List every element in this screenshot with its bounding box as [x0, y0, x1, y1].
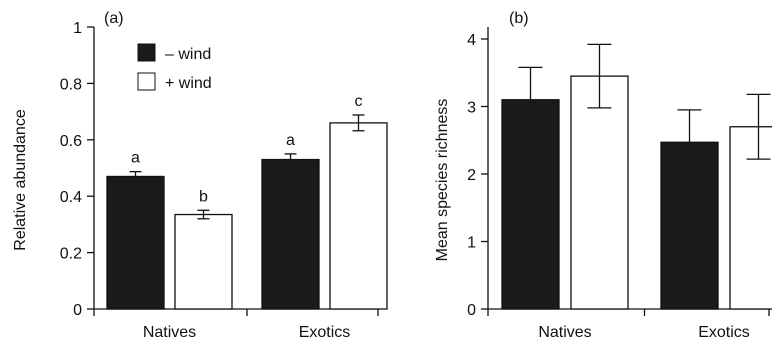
y-tick-label: 1 [73, 20, 82, 37]
y-tick-label: 0.6 [60, 133, 82, 150]
bar-minus-wind-exotics [660, 141, 719, 310]
y-tick-label: 2 [467, 167, 476, 184]
y-tick-label: 0 [73, 302, 82, 319]
x-tick-labels-a: Natives Exotics [143, 324, 350, 341]
y-tick-label: 4 [467, 32, 476, 49]
legend-swatch-plus-wind [137, 72, 156, 91]
y-tick-label: 3 [467, 100, 476, 117]
legend: – wind + wind [137, 43, 212, 92]
bar-plus-wind-exotics [729, 126, 772, 310]
bars-a [106, 122, 388, 310]
y-axis-title-a: Relative abundance [12, 109, 29, 251]
x-tick-label: Natives [538, 324, 591, 341]
legend-swatch-minus-wind [137, 43, 156, 62]
panel-label-b: (b) [509, 10, 529, 27]
panel-label-a: (a) [104, 10, 124, 27]
x-tick-label: Exotics [698, 324, 750, 341]
y-tick-label: 0 [467, 302, 476, 319]
y-tick-label: 1 [467, 235, 476, 252]
bar-minus-wind-exotics [261, 158, 320, 310]
legend-label-minus-wind: – wind [165, 46, 211, 63]
y-tick-label: 0.2 [60, 246, 82, 263]
y-tick-label: 0.4 [60, 189, 82, 206]
significance-letter: a [131, 150, 140, 167]
error-bars-a [129, 114, 365, 220]
panel-b: (b) Mean species richness Natives Exotics… [434, 10, 772, 341]
bar-minus-wind-natives [106, 175, 165, 310]
y-tick-labels-b: 0 1 2 3 4 [467, 32, 476, 319]
legend-label-plus-wind: + wind [165, 75, 212, 92]
x-tick-labels-b: Natives Exotics [538, 324, 749, 341]
y-axis-title-b: Mean species richness [434, 99, 451, 262]
bar-plus-wind-exotics [329, 122, 388, 310]
significance-letter: c [355, 93, 363, 110]
x-tick-label: Exotics [299, 324, 351, 341]
significance-letter: b [199, 188, 208, 205]
significance-letters-a: a a b c [131, 93, 362, 205]
bars-b [501, 75, 772, 310]
bar-minus-wind-natives [501, 99, 560, 310]
bar-plus-wind-natives [570, 75, 629, 310]
panel-a: (a) Relative abundance a a b c Natives Exoti… [12, 10, 388, 341]
significance-letter: a [286, 132, 295, 149]
x-tick-label: Natives [143, 324, 196, 341]
y-tick-labels-a: 0 0.2 0.4 0.6 0.8 1 [60, 20, 82, 319]
error-bars-b [518, 43, 771, 160]
y-tick-label: 0.8 [60, 76, 82, 93]
bar-plus-wind-natives [174, 213, 233, 310]
